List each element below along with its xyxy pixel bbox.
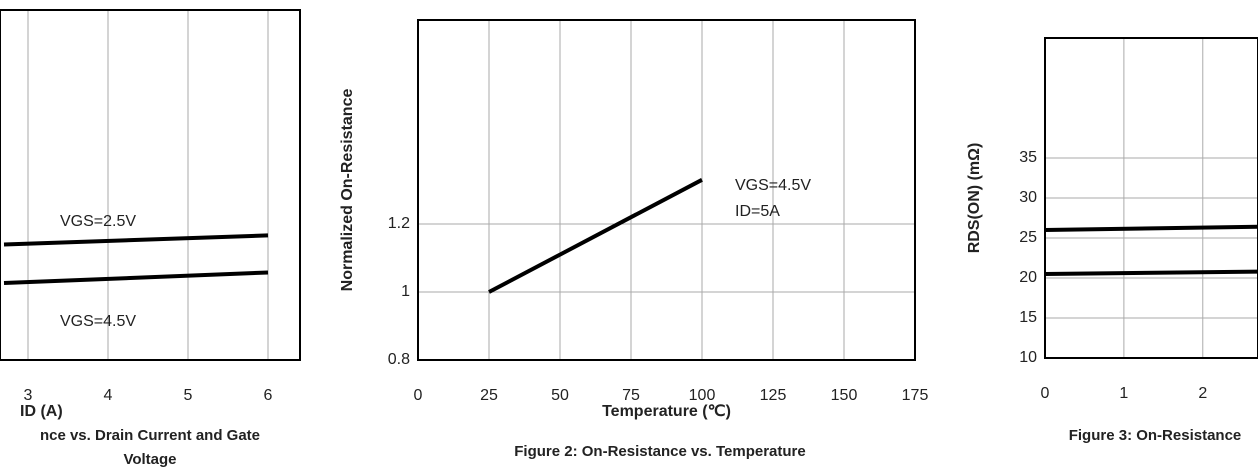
annotation: VGS=4.5V: [735, 177, 811, 194]
y-tick-label: 1.2: [388, 215, 410, 232]
x-tick-label: 0: [1041, 385, 1050, 402]
series-line: [1044, 269, 1258, 276]
y-tick-label: 10: [1019, 349, 1037, 366]
x-axis-label: ID (A): [20, 403, 63, 420]
series-line: [1044, 224, 1258, 232]
x-tick-label: 1: [1119, 385, 1128, 402]
caption: nce vs. Drain Current and Gate: [40, 427, 260, 444]
x-tick-label: 25: [480, 387, 498, 404]
x-tick-label: 6: [264, 387, 273, 404]
plot-frame: [417, 19, 916, 361]
y-tick-label: 25: [1019, 229, 1037, 246]
x-tick-label: 5: [184, 387, 193, 404]
x-tick-label: 100: [689, 387, 716, 404]
y-axis-label: Normalized On-Resistance: [339, 89, 356, 292]
annotation: ID=5A: [735, 203, 780, 220]
x-tick-label: 175: [902, 387, 929, 404]
series-label: VGS=2.5V: [60, 213, 136, 230]
y-tick-label: 30: [1019, 189, 1037, 206]
plot-frame: [1044, 37, 1258, 359]
y-axis-label: RDS(ON) (mΩ): [966, 143, 983, 254]
x-tick-label: 125: [760, 387, 787, 404]
y-tick-label: 0.8: [388, 351, 410, 368]
y-tick-label: 35: [1019, 149, 1037, 166]
x-tick-label: 0: [414, 387, 423, 404]
y-tick-label: 20: [1019, 269, 1037, 286]
plot-frame: [0, 9, 301, 361]
x-tick-label: 3: [24, 387, 33, 404]
series-line: [3, 270, 269, 285]
y-tick-label: 15: [1019, 309, 1037, 326]
x-tick-label: 50: [551, 387, 569, 404]
series-line: [3, 233, 269, 247]
x-axis-label: Temperature (℃): [602, 403, 731, 420]
series-line: [488, 178, 703, 294]
y-tick-label: 1: [401, 283, 410, 300]
x-tick-label: 4: [104, 387, 113, 404]
caption: Voltage: [123, 451, 176, 468]
series-label: VGS=4.5V: [60, 313, 136, 330]
x-tick-label: 2: [1198, 385, 1207, 402]
x-tick-label: 150: [831, 387, 858, 404]
caption: Figure 3: On-Resistance: [1069, 427, 1242, 444]
caption: Figure 2: On-Resistance vs. Temperature: [514, 443, 805, 460]
x-tick-label: 75: [622, 387, 640, 404]
